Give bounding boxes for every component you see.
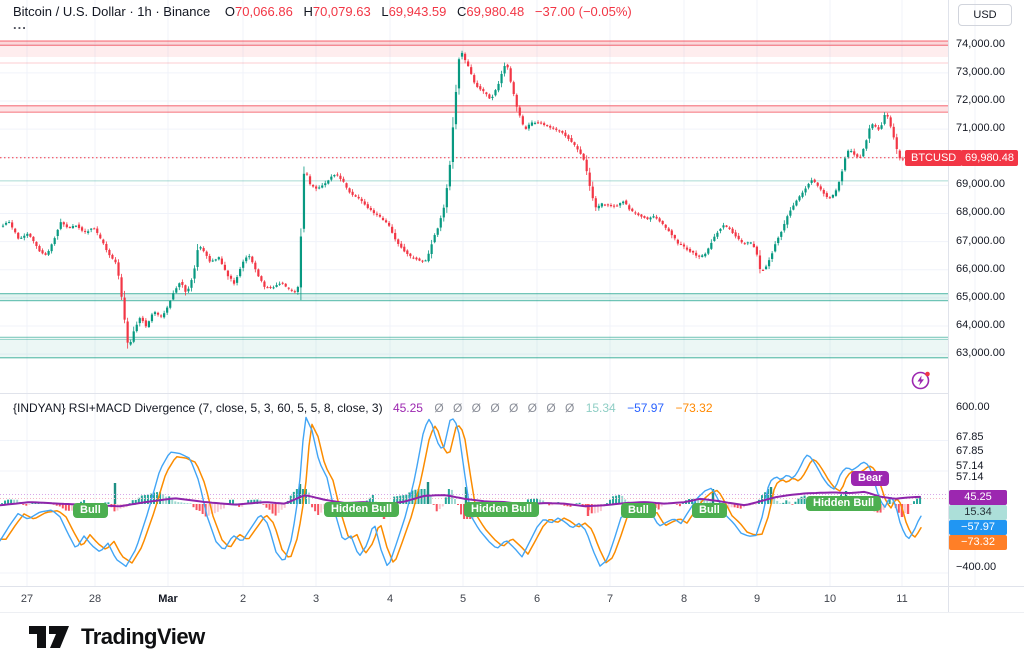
symbol-ticker: BTCUSD [911,152,957,164]
signal-label-bear: Bear [851,471,890,486]
signal-label-bull: Bull [692,503,727,518]
low-value: 69,943.59 [388,4,447,19]
last-price-badge: 69,980.48 [961,150,1018,166]
indicator-legend: {INDYAN} RSI+MACD Divergence (7, close, … [13,401,713,415]
low-label: L [381,4,389,19]
indicator-tick-label: 57.14 [956,471,984,483]
time-axis-label: 28 [88,593,102,605]
indicator-title[interactable]: {INDYAN} RSI+MACD Divergence (7, close, … [13,401,383,415]
price-tick-label: 72,000.00 [956,93,1005,106]
indicator-tick-label: 67.85 [956,445,984,457]
price-tick-label: 64,000.00 [956,318,1005,331]
signal-label-bull: Bull [73,503,108,518]
time-axis-label: 27 [20,593,34,605]
indicator-tick-label: 600.00 [956,401,990,413]
time-axis-label: 5 [459,593,467,605]
tradingview-logo-text: TradingView [81,624,205,649]
indicator-tick-label: 57.14 [956,460,984,472]
symbol-price-label: BTCUSD [905,150,963,166]
indicator-value-badge: 45.25 [949,489,1007,505]
indicator-value-blue: −57.97 [627,401,665,415]
price-tick-label: 73,000.00 [956,65,1005,78]
signal-label-bull: Bull [621,503,656,518]
open-label: O [224,4,235,19]
time-axis-label: 6 [533,593,541,605]
indicator-value-badge: −73.32 [949,534,1007,550]
indicator-tick-label: 67.85 [956,431,984,443]
time-axis-label: 7 [606,593,614,605]
high-label: H [303,4,313,19]
time-axis-label: 8 [680,593,688,605]
currency-usd-button[interactable]: USD [958,4,1012,26]
time-axis-label: 11 [896,593,908,605]
indicator-tick-label: −400.00 [956,561,997,573]
indicator-value-orange: −73.32 [675,401,713,415]
close-value: 69,980.48 [466,4,525,19]
more-button[interactable]: ... [13,17,27,32]
symbol-legend: Bitcoin / U.S. Dollar · 1h · Binance O70… [13,4,632,19]
time-axis-label: 10 [823,593,837,605]
high-value: 70,079.63 [312,4,371,19]
instant-trading-lightning-button[interactable] [910,369,932,391]
indicator-value-badge: −57.97 [949,519,1007,535]
signal-label-bull: Hidden Bull [806,496,882,511]
time-axis-label: Mar [158,593,178,605]
price-tick-label: 69,000.00 [956,178,1005,191]
price-tick-label: 67,000.00 [956,234,1005,247]
indicator-value-zeros: Ø Ø Ø Ø Ø Ø Ø Ø [434,401,575,415]
signal-label-bull: Hidden Bull [464,502,540,517]
lightning-icon [911,371,930,390]
price-tick-label: 65,000.00 [956,290,1005,303]
time-axis-label: 3 [312,593,320,605]
price-tick-label: 74,000.00 [956,37,1005,50]
tradingview-logo[interactable]: TradingView [28,624,205,650]
price-tick-label: 71,000.00 [956,122,1005,135]
price-tick-label: 68,000.00 [956,206,1005,219]
close-label: C [457,4,467,19]
time-axis-label: 2 [239,593,247,605]
open-value: 70,066.86 [235,4,293,19]
indicator-value-badge: 15.34 [949,504,1007,520]
time-axis-label: 4 [386,593,394,605]
tradingview-logo-icon [29,626,69,648]
price-tick-label: 63,000.00 [956,347,1005,360]
signal-label-bull: Hidden Bull [324,502,400,517]
indicator-value-teal: 15.34 [585,401,616,415]
symbol-title[interactable]: Bitcoin / U.S. Dollar · 1h · Binance [13,4,211,19]
change-value: −37.00 (−0.05%) [534,4,632,19]
price-tick-label: 66,000.00 [956,262,1005,275]
time-axis-label: 9 [753,593,761,605]
indicator-value-purple: 45.25 [392,401,423,415]
